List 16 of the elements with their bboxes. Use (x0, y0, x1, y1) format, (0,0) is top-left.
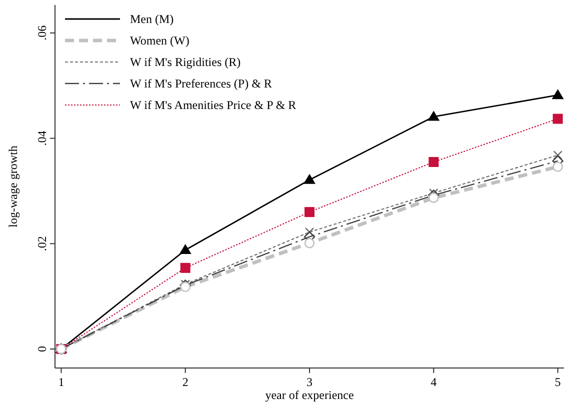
legend-label: W if M's Amenities Price & P & R (130, 98, 296, 112)
y-tick-label: .04 (35, 130, 49, 146)
x-tick-label: 3 (306, 375, 312, 389)
x-axis-title: year of experience (265, 388, 354, 402)
x-tick-label: 4 (430, 375, 437, 389)
y-axis-title: log-wage growth (6, 146, 20, 228)
x-tick-label: 5 (554, 375, 561, 389)
y-tick-label: .02 (35, 236, 49, 252)
x-tick-label: 2 (182, 375, 188, 389)
y-tick-label: .06 (35, 25, 49, 40)
legend-label: W if M's Rigidities (R) (130, 55, 241, 69)
legend-label: Men (M) (130, 12, 174, 26)
x-tick-label: 1 (58, 375, 64, 389)
legend-label: W if M's Preferences (P) & R (130, 76, 272, 90)
y-tick-label: 0 (35, 346, 49, 352)
legend-label: Women (W) (130, 34, 190, 48)
